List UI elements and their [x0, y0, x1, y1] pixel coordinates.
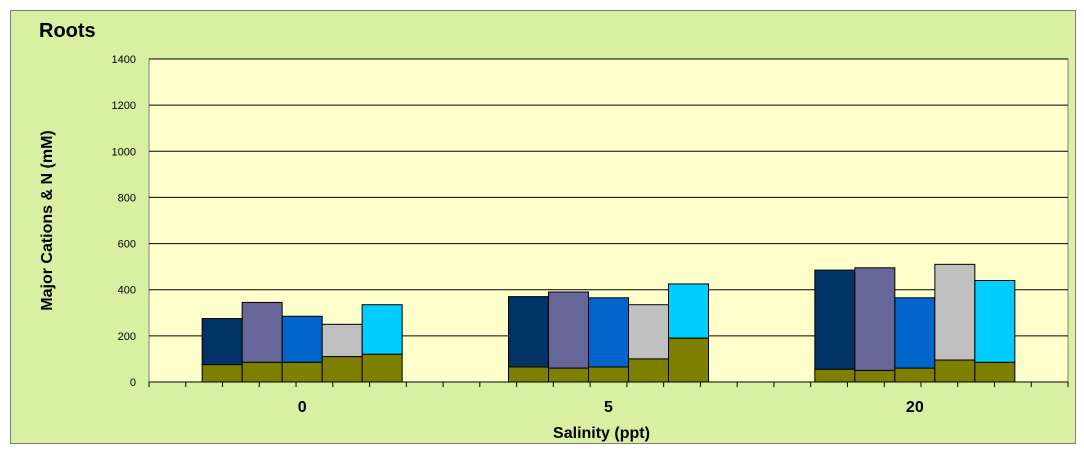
bar-segment-base	[281, 361, 323, 383]
y-tick-label: 0	[130, 377, 136, 389]
bars	[201, 263, 1016, 383]
x-axis-title: Salinity (ppt)	[553, 425, 650, 442]
bar-segment-upper	[281, 315, 323, 363]
y-tick-label: 1400	[112, 54, 136, 66]
bar-segment-base	[974, 361, 1016, 383]
bar-segment-base	[361, 353, 403, 383]
bar-segment-upper	[241, 301, 283, 363]
bar-segment-base	[241, 361, 283, 383]
bar-segment-upper	[508, 296, 549, 368]
bar-segment-upper	[548, 291, 589, 369]
y-tick-label: 200	[118, 331, 136, 343]
y-tick-label: 1200	[112, 100, 136, 112]
bar-segment-upper	[934, 263, 976, 361]
y-tick-label: 400	[118, 285, 136, 297]
bar-segment-upper	[854, 267, 896, 371]
bar-segment-base	[201, 364, 243, 383]
bar-segment-base	[854, 369, 896, 383]
y-tick-label: 600	[118, 239, 136, 251]
bar-segment-upper	[321, 323, 363, 358]
x-tick-label: 20	[906, 399, 924, 416]
y-tick-label: 800	[118, 192, 136, 204]
bar-segment-base	[668, 337, 709, 383]
bar-segment-upper	[668, 283, 709, 339]
x-tick-labels: 0 5 20	[298, 399, 924, 416]
bar-segment-upper	[201, 318, 243, 366]
bar-segment-base	[321, 356, 363, 383]
bar-segment-upper	[361, 304, 403, 355]
bar-segment-upper	[588, 297, 629, 368]
bar-segment-base	[814, 368, 856, 383]
x-axis	[148, 381, 1069, 387]
y-tick-labels: 0 200 400 600 800 1000 1200 1400	[112, 54, 136, 389]
chart-area: Roots 0 200 400 600 800 1000 1200 1400 0 5 20 Maj…	[10, 10, 1076, 444]
bar-segment-upper	[814, 269, 856, 370]
chart-title: Roots	[39, 20, 96, 42]
y-tick-label: 1000	[112, 146, 136, 158]
x-tick-label: 0	[298, 399, 307, 416]
bar-segment-upper	[894, 297, 936, 369]
chart-canvas: Roots 0 200 400 600 800 1000 1200 1400 0 5 20 Maj…	[39, 20, 1069, 442]
x-tick-label: 5	[604, 399, 613, 416]
bar-segment-base	[894, 367, 936, 383]
bar-segment-upper	[974, 279, 1016, 363]
bar-segment-base	[934, 359, 976, 383]
bar-segment-upper	[628, 304, 669, 360]
bar-segment-base	[588, 366, 629, 383]
bar-segment-base	[548, 367, 589, 383]
bar-segment-base	[628, 358, 669, 383]
y-axis-title: Major Cations & N (mM)	[39, 130, 56, 310]
bar-segment-base	[508, 366, 549, 383]
